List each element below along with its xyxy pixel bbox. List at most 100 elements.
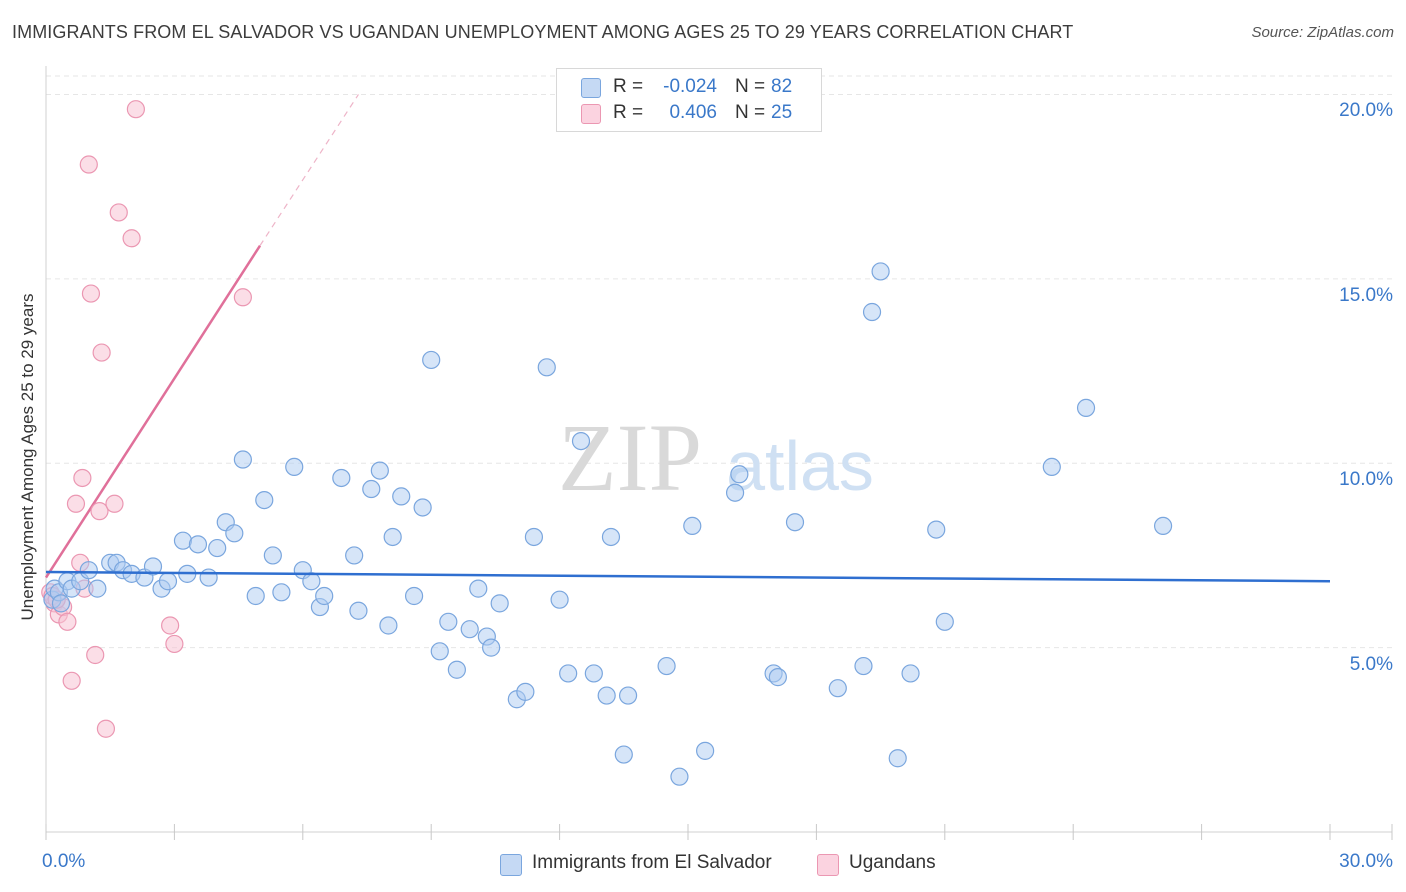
blue-data-point (422, 350, 441, 370)
blue-data-point (730, 465, 749, 484)
blue-trendline-layer (45, 570, 1331, 583)
watermark-zip: ZIP (558, 404, 702, 511)
pink-data-point (105, 494, 124, 513)
pink-data-point (126, 100, 145, 119)
blue-data-point (768, 668, 787, 687)
pink-data-point (161, 616, 180, 635)
blue-data-point (888, 749, 907, 768)
chart-title: IMMIGRANTS FROM EL SALVADOR VS UGANDAN U… (12, 22, 1074, 42)
blue-data-point (255, 490, 274, 510)
legend-n-value: 82 (771, 76, 793, 97)
blue-data-point (158, 572, 178, 591)
blue-data-point (559, 664, 578, 683)
blue-data-point (392, 487, 411, 506)
blue-data-point (670, 767, 689, 786)
blue-data-point (460, 620, 479, 639)
blue-data-point (862, 302, 882, 322)
blue-data-point (285, 457, 304, 477)
blue-data-point (379, 616, 398, 635)
blue-data-point (173, 531, 193, 550)
blue-data-point (404, 586, 424, 606)
series-legend: Immigrants from El Salvador Ugandans (0, 851, 1406, 877)
watermark-atlas: atlas (726, 427, 874, 505)
blue-data-point (362, 479, 381, 499)
blue-data-point (272, 583, 291, 602)
blue-data-point (302, 572, 321, 591)
legend-r-value: -0.024 (663, 76, 717, 97)
legend-row-pink: R = 0.406 N = 25 (557, 101, 821, 127)
blue-data-point (490, 594, 509, 613)
pink-data-point (79, 155, 98, 174)
blue-data-point (657, 656, 676, 676)
grid-layer (46, 75, 1392, 649)
blue-data-point (1042, 457, 1061, 477)
blue-data-point (935, 612, 954, 631)
blue-data-point (516, 682, 535, 701)
blue-data-point (927, 520, 946, 539)
legend-swatch-pink (581, 104, 601, 124)
blue-data-point (79, 561, 98, 580)
legend-n-value: 25 (771, 102, 793, 123)
pink-data-point (86, 645, 105, 665)
blue-data-point (871, 262, 890, 281)
pink-data-point (58, 612, 77, 631)
y-tick-label: 5.0% (1349, 653, 1393, 675)
pink-data-point (109, 203, 128, 222)
blue-data-point (614, 745, 633, 764)
blue-data-point (349, 601, 368, 620)
blue-data-point (1153, 516, 1173, 536)
blue-data-point (88, 579, 107, 598)
series-swatch-blue (500, 854, 522, 876)
blue-data-point (618, 686, 638, 705)
blue-data-point (51, 594, 71, 613)
blue-points-layer (43, 262, 1173, 786)
blue-data-point (524, 527, 544, 547)
blue-data-point (571, 431, 591, 451)
blue-data-point (1076, 398, 1096, 418)
correlation-legend: R = -0.024 N = 82 R = 0.406 N = 25 (556, 68, 822, 132)
x-tick-label: 0.0% (42, 851, 86, 872)
watermark: ZIP atlas (558, 404, 874, 511)
blue-data-point (413, 498, 432, 517)
blue-data-point (447, 660, 466, 679)
pink-data-point (90, 502, 109, 521)
blue-data-point (828, 679, 847, 698)
y-axis-label: Unemployment Among Ages 25 to 29 years (18, 293, 37, 621)
blue-data-point (696, 741, 715, 760)
blue-data-point (233, 450, 252, 469)
source-credit: Source: ZipAtlas.com (1251, 24, 1394, 41)
blue-data-point (597, 686, 616, 705)
pink-trendline-layer (44, 94, 359, 579)
blue-data-point (854, 656, 873, 676)
pink-trendline-extension (259, 94, 359, 246)
y-tick-label: 15.0% (1339, 284, 1393, 306)
blue-data-point (208, 538, 227, 558)
pink-data-point (73, 468, 92, 488)
blue-data-point (537, 358, 556, 377)
legend-row-blue: R = -0.024 N = 82 (557, 75, 821, 101)
pink-data-point (92, 343, 111, 362)
legend-swatch-blue (581, 78, 601, 98)
legend-n-label: N = (735, 102, 766, 123)
blue-data-point (143, 557, 163, 576)
blue-data-point (469, 579, 488, 598)
pink-trendline (44, 244, 262, 579)
axis-layer (45, 66, 1393, 840)
series-swatch-pink (817, 854, 839, 876)
legend-r-label: R = (613, 76, 644, 97)
blue-data-point (199, 568, 218, 587)
series-label-blue: Immigrants from El Salvador (532, 852, 772, 873)
blue-data-point (332, 468, 351, 488)
blue-data-point (263, 546, 282, 565)
series-label-pink: Ugandans (849, 852, 936, 873)
blue-data-point (315, 586, 334, 606)
pink-data-point (96, 719, 116, 738)
y-tick-label: 10.0% (1339, 469, 1393, 491)
blue-data-point (725, 483, 745, 502)
blue-data-point (550, 590, 569, 609)
blue-data-point (345, 546, 364, 565)
blue-data-point (188, 535, 208, 554)
blue-data-point (430, 642, 449, 661)
pink-points-layer (41, 100, 252, 738)
